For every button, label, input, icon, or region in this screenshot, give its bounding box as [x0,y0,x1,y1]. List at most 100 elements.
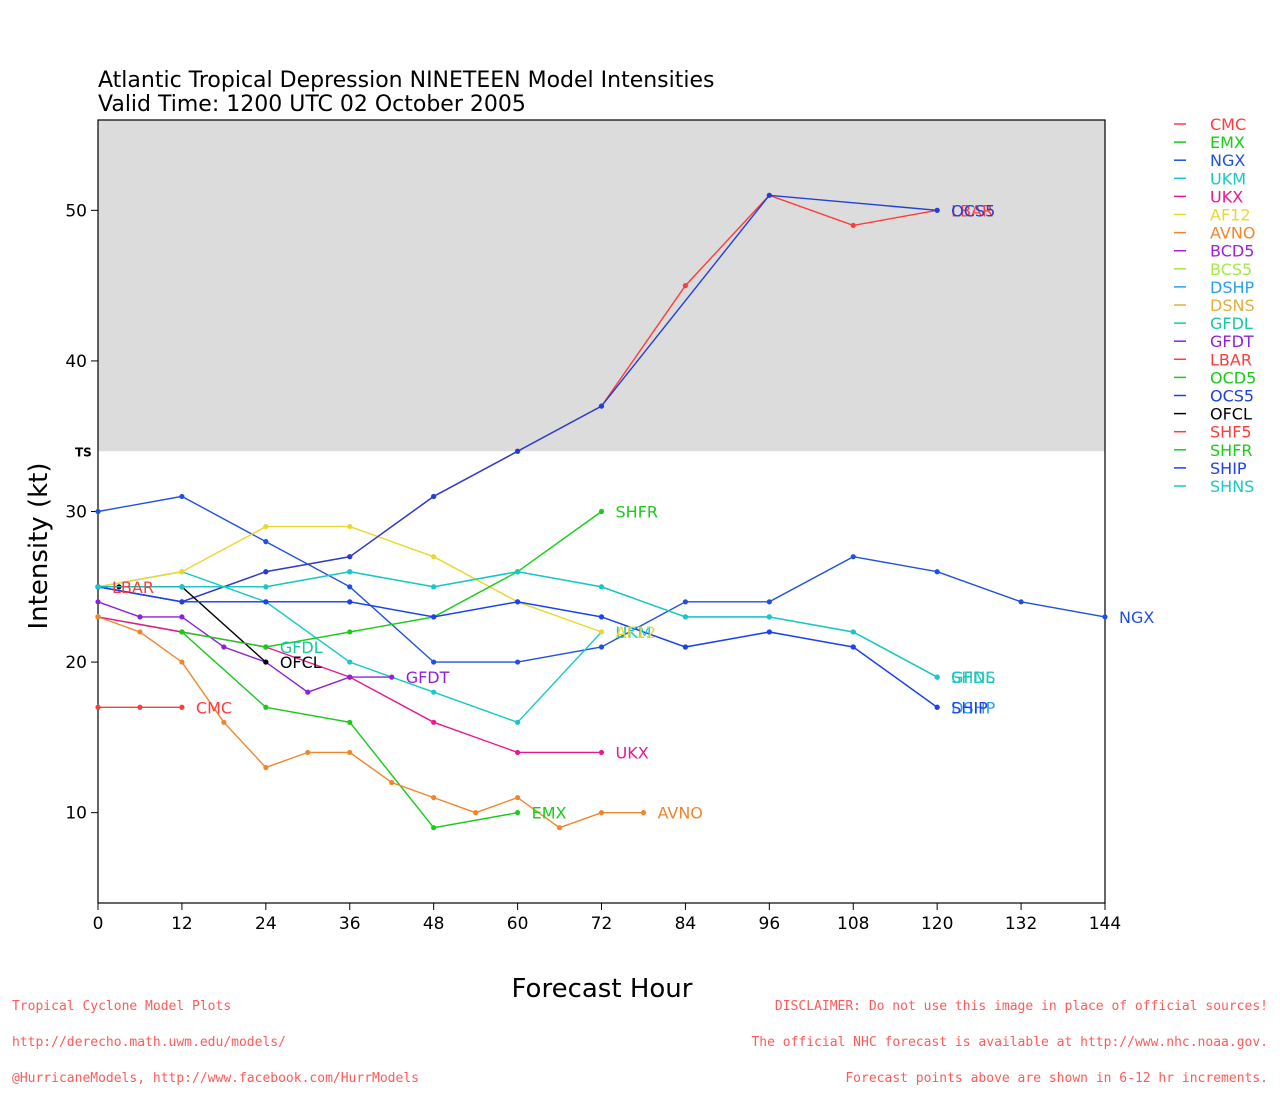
y-tick-label: 50 [65,201,87,221]
data-point-ocs5 [431,493,437,500]
data-point-ukm [431,689,437,695]
data-point-ukx [431,719,437,725]
data-point-avno [221,719,227,725]
data-point-shns [682,614,689,620]
data-point-shns [263,584,269,590]
data-point-cmc [179,704,185,710]
data-point-ocs5 [766,192,772,198]
data-point-avno [431,794,437,801]
data-point-shns [347,569,353,575]
data-point-shns [95,584,101,590]
data-point-ngx [850,554,856,560]
series-end-label: GFDT [406,668,450,687]
data-point-ship [179,599,185,605]
data-point-ocs5 [263,569,269,575]
legend-item: BCD5 [1210,242,1254,261]
x-tick-label: 96 [759,914,781,934]
chart-title: Atlantic Tropical Depression NINETEEN Mo… [98,68,715,93]
series-end-label: SHIP [951,698,988,717]
data-point-af12 [598,629,605,635]
x-tick-label: 84 [675,914,697,934]
legend-item: AVNO [1210,224,1255,243]
data-point-avno [137,629,143,635]
data-point-shns [514,569,521,575]
data-point-avno [640,810,647,816]
data-point-ship [431,614,437,620]
ts-shaded-region [98,120,1105,452]
footer-disclaimer-line: The official NHC forecast is available a… [751,1035,1268,1050]
legend-item: OCD5 [1210,368,1256,387]
data-point-shfr [179,629,185,635]
plot-area: TS 0 12 24 36 48 60 72 84 96 108 120 132 144 10 20 30 40 5… [65,119,1154,934]
legend-item: BCS5 [1210,260,1252,279]
series-end-label: LBAR [112,578,154,597]
series-end-label: CMC [196,698,232,717]
data-point-ngx [1018,599,1024,605]
series-end-label: EMX [532,804,567,823]
series-line-af12 [97,525,602,633]
footer-credit-line: Tropical Cyclone Model Plots [12,999,232,1014]
data-point-gfdt [179,614,185,620]
data-point-ship [766,629,772,635]
series-end-label: GFDL [280,638,323,657]
data-point-shns [431,584,437,590]
data-point-emx [431,825,437,831]
data-point-avno [305,749,311,756]
data-point-avno [514,794,521,801]
legend-item: SHNS [1210,477,1254,496]
data-point-ocs5 [514,448,521,454]
data-point-shfr [347,629,353,635]
data-point-af12 [179,569,185,575]
data-point-ukx [598,749,605,756]
data-point-ship [598,614,605,620]
series-end-label: DSHP [951,698,996,717]
data-point-shfr [263,644,269,650]
data-point-shns [934,674,940,680]
ts-threshold-label: TS [75,445,92,459]
data-point-ngx [514,659,521,665]
legend-item: UKM [1210,169,1246,188]
legend-item: SHF5 [1210,423,1252,442]
data-point-af12 [431,554,437,560]
data-point-ukx [514,749,521,756]
data-point-ship [934,704,940,710]
x-tick-label: 72 [591,914,613,934]
data-point-ngx [1102,614,1108,620]
series-end-label: NGX [1119,608,1154,627]
legend-item: CMC [1210,115,1246,134]
data-point-avno [389,779,395,786]
data-point-avno [473,810,479,816]
x-tick-label: 60 [507,914,529,934]
series-end-label: LBAR [951,201,993,220]
data-point-ngx [766,599,772,605]
data-point-ngx [179,493,185,500]
x-tick-label: 24 [255,914,277,934]
data-point-ofcl [263,659,269,665]
legend-item: OFCL [1210,405,1252,424]
series-line-ukx [97,616,602,754]
footer-credit-line: http://derecho.math.uwm.edu/models/ [12,1035,286,1050]
legend-item: UKX [1210,187,1243,206]
data-point-gfdt [221,644,227,650]
series-end-label: AF12 [616,623,657,642]
legend-item: DSHP [1210,278,1255,297]
legend-item: SHIP [1210,459,1247,478]
series-line-avno [97,616,644,829]
series-line-ngx [97,495,1106,663]
data-point-cmc [95,704,101,710]
data-point-shfr [598,508,605,515]
data-point-ship [347,599,353,605]
data-point-ngx [598,644,605,650]
y-tick-label: 10 [65,804,87,824]
footer-credits: Tropical Cyclone Model Plots http://dere… [12,977,419,1097]
series-line-ofcl [98,586,267,663]
series-end-label: SHFR [616,503,659,522]
y-tick-label: 40 [65,352,87,372]
intensity-chart: Atlantic Tropical Depression NINETEEN Mo… [24,68,1256,1004]
legend-item: GFDT [1210,332,1254,351]
legend-item: DSNS [1210,296,1255,315]
series-end-label: AVNO [657,804,702,823]
series-end-label: GFDL [951,668,994,687]
data-point-avno [556,825,563,831]
y-axis-label: Intensity (kt) [24,463,54,630]
